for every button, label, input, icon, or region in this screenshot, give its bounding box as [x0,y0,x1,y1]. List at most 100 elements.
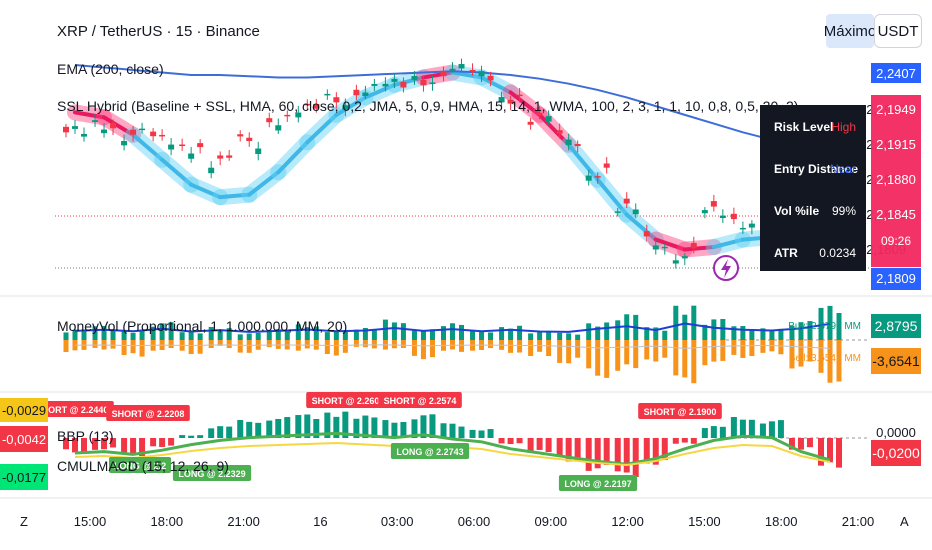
currency-button[interactable]: USDT [874,14,922,48]
candle-body [487,75,494,81]
bbp-bar [255,422,262,438]
signal-label-long [109,457,171,473]
vol-buy-bar [528,333,534,340]
candle-body [603,163,610,168]
vol-sell-bar [566,340,572,364]
ssl-baseline-segment [189,182,223,200]
vol-sell-bar [362,340,368,348]
buy-value-badge [871,314,921,338]
vol-sell-bar [488,340,494,349]
candle-body [179,144,186,147]
risk-row-risk-level: Risk Level High [760,113,866,141]
left-badge-3 [0,464,48,490]
signal-label-text: SHORT @ 2.2440 [36,405,109,415]
vol-sell-bar [644,340,650,360]
signal-label-text: LONG @ 2.2197 [564,479,631,489]
signal-label-short [30,401,114,417]
price-scale-mode-button[interactable]: Máximo [824,14,876,48]
sell-value-text: -3,6541 [872,353,920,369]
candle-body [429,82,436,85]
vol-buy-bar [827,305,833,340]
vol-sell-bar [420,340,426,360]
vol-buy-bar [644,327,650,340]
bbp-bar [777,420,784,438]
bbp-bar [63,438,69,450]
bbp-bar [556,438,563,457]
ssl-baseline-segment [102,115,136,137]
vol-buy-bar [479,331,485,340]
bbp-bar [565,438,572,462]
candle-body [150,131,157,137]
ema-price-text: 2,2407 [876,66,916,81]
low-price-badge [871,268,921,290]
bbp-bar [516,438,523,444]
vol-sell-bar [459,340,464,352]
candle-body [121,141,128,146]
bbp-bar [217,426,224,438]
bbp-bar [594,438,601,469]
signal-label-short [106,405,190,421]
vol-sell-bar [557,340,563,363]
candle-body [672,260,679,264]
candle-body [574,144,581,147]
candle-body [565,139,572,145]
signal-label-long [390,443,470,459]
bbp-bar [72,438,78,453]
vol-buy-bar [769,331,775,340]
risk-table: Risk Level High Entry Distance Near Vol … [760,105,866,271]
symbol-title: XRP / TetherUS · 15 · Binance [57,23,260,40]
ssl-price-label: 2,1915 [876,137,916,152]
vol-sell-bar [633,340,639,369]
vol-buy-bar [217,329,223,340]
signal-label-text: SHORT @ 2.2574 [384,396,457,406]
candle-body [623,198,630,204]
signal-label-text: LONG @ 2.2 [114,461,166,471]
ema-legend: EMA (200, close) [57,61,164,77]
bbp-bar [429,414,436,438]
candle-body [498,97,505,103]
candle-body [478,71,485,77]
auto-scale-button[interactable]: A [900,514,909,529]
vol-buy-bar [604,322,610,340]
bbp-bar [197,435,204,438]
bbp-bar [507,438,514,444]
bbp-bar [652,438,659,465]
candle-body [458,64,465,69]
vol-buy-bar [197,333,203,340]
vol-sell-bar [63,340,69,352]
vol-buy-bar [470,330,476,340]
vol-buy-bar [682,314,688,340]
ssl-legend: SSL Hybrid (Baseline + SSL, HMA, 60, clo… [57,98,798,114]
ssl-price-band [871,95,921,267]
vol-sell-bar [246,340,252,353]
bbp-bar [748,419,755,438]
vol-buy-bar [304,327,310,340]
candle-body [101,129,108,134]
vol-buy-bar [546,332,552,340]
vol-buy-bar [324,332,330,340]
left-badge-text: -0,0042 [2,432,46,447]
candle-body [690,242,697,249]
sell-label: Sell: 3.6541 MM [789,353,861,364]
candle-body [652,245,659,250]
candle-body [681,256,688,259]
bbp-bar [788,438,795,450]
ssl-baseline-segment [131,132,165,162]
vol-sell-bar [711,340,717,362]
bbp-bar [536,438,543,450]
ssl-baseline-segment [305,112,339,145]
candle-body [614,211,621,213]
ssl-baseline-segment [218,192,252,200]
zoom-button[interactable]: Z [20,514,28,529]
countdown-label: 09:26 [881,234,911,248]
vol-buy-bar [266,330,272,340]
candle-body [739,227,746,230]
low-price-text: 2,1809 [876,271,916,286]
vol-sell-bar [691,340,697,384]
vol-sell-bar [139,340,145,357]
vol-buy-bar [459,324,464,340]
vol-sell-bar [595,340,601,376]
vol-buy-bar [353,329,359,340]
bbp-bar [237,420,244,438]
